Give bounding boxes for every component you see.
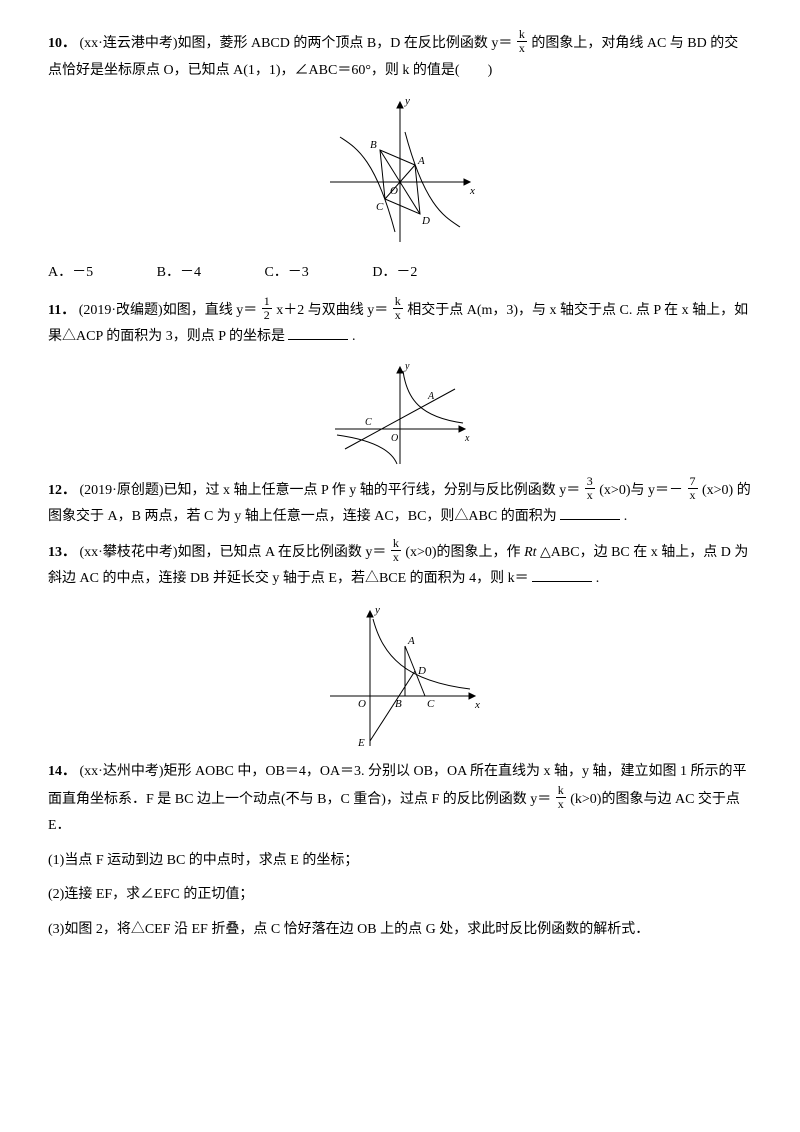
problem-number: 11． xyxy=(48,303,75,318)
figure-p13: y x A B C D E O xyxy=(48,601,752,751)
svg-text:x: x xyxy=(469,185,475,197)
choice-C: C．－3 xyxy=(264,260,308,287)
answer-blank[interactable] xyxy=(560,506,620,520)
p14-sub3: (3)如图 2，将△CEF 沿 EF 折叠，点 C 恰好落在边 OB 上的点 G… xyxy=(48,917,752,944)
problem-number: 14． xyxy=(48,764,76,779)
problem-text-2: (x>0)与 y＝－ xyxy=(599,483,683,498)
diagram-p11: y x A C O xyxy=(325,359,475,469)
sub-question-3: (3)如图 2，将△CEF 沿 EF 折叠，点 C 恰好落在边 OB 上的点 G… xyxy=(48,922,649,937)
choices-p10: A．－5 B．－4 C．－3 D．－2 xyxy=(48,260,752,287)
svg-text:x: x xyxy=(474,699,480,711)
fraction-k-over-x: k x xyxy=(556,784,566,811)
svg-text:C: C xyxy=(376,201,384,213)
p14-sub1: (1)当点 F 运动到边 BC 的中点时，求点 E 的坐标； xyxy=(48,848,752,875)
sub-question-2: (2)连接 EF，求∠EFC 的正切值； xyxy=(48,887,253,902)
svg-text:y: y xyxy=(404,95,410,107)
p14-sub2: (2)连接 EF，求∠EFC 的正切值； xyxy=(48,882,752,909)
svg-text:A: A xyxy=(417,155,425,167)
svg-text:E: E xyxy=(357,737,365,749)
choice-B: B．－4 xyxy=(157,260,201,287)
fraction-7-over-x: 7 x xyxy=(688,475,698,502)
svg-text:D: D xyxy=(417,665,426,677)
diagram-p10: y x A B C D O xyxy=(320,92,480,252)
svg-text:O: O xyxy=(391,433,398,444)
svg-text:C: C xyxy=(365,417,372,428)
period: . xyxy=(596,571,600,586)
answer-blank[interactable] xyxy=(532,568,592,582)
problem-number: 13． xyxy=(48,545,76,560)
svg-text:B: B xyxy=(370,139,377,151)
problem-14: 14． (xx·达州中考)矩形 AOBC 中，OB＝4，OA＝3. 分别以 OB… xyxy=(48,759,752,840)
svg-text:y: y xyxy=(404,361,410,372)
figure-p11: y x A C O xyxy=(48,359,752,469)
svg-text:O: O xyxy=(358,698,366,710)
period: . xyxy=(352,329,356,344)
period: . xyxy=(624,509,628,524)
sub-question-1: (1)当点 F 运动到边 BC 的中点时，求点 E 的坐标； xyxy=(48,853,358,868)
svg-text:y: y xyxy=(374,604,380,616)
svg-text:C: C xyxy=(427,698,435,710)
fraction-1-over-2: 1 2 xyxy=(262,295,272,322)
problem-10: 10． (xx·连云港中考)如图，菱形 ABCD 的两个顶点 B，D 在反比例函… xyxy=(48,30,752,84)
problem-11: 11． (2019·改编题)如图，直线 y＝ 1 2 x＋2 与双曲线 y＝ k… xyxy=(48,297,752,351)
svg-text:A: A xyxy=(407,635,415,647)
problem-text: (xx·连云港中考)如图，菱形 ABCD 的两个顶点 B，D 在反比例函数 y＝ xyxy=(80,36,513,51)
problem-text: (2019·原创题)已知，过 x 轴上任意一点 P 作 y 轴的平行线，分别与反… xyxy=(80,483,581,498)
choice-D: D．－2 xyxy=(372,260,417,287)
answer-blank[interactable] xyxy=(288,326,348,340)
diagram-p13: y x A B C D E O xyxy=(315,601,485,751)
svg-text:D: D xyxy=(421,215,430,227)
svg-text:x: x xyxy=(464,433,470,444)
fraction-k-over-x: k x xyxy=(393,295,403,322)
svg-text:B: B xyxy=(395,698,402,710)
fraction-k-over-x: k x xyxy=(391,537,401,564)
fraction-3-over-x: 3 x xyxy=(585,475,595,502)
problem-number: 12． xyxy=(48,483,76,498)
choice-A: A．－5 xyxy=(48,260,93,287)
problem-13: 13． (xx·攀枝花中考)如图，已知点 A 在反比例函数 y＝ k x (x>… xyxy=(48,539,752,593)
fraction-k-over-x: k x xyxy=(517,28,527,55)
problem-text: (2019·改编题)如图，直线 y＝ xyxy=(79,303,258,318)
figure-p10: y x A B C D O xyxy=(48,92,752,252)
problem-number: 10． xyxy=(48,36,76,51)
problem-text: (xx·攀枝花中考)如图，已知点 A 在反比例函数 y＝ xyxy=(80,545,387,560)
problem-text-2: (x>0)的图象上，作 xyxy=(405,545,524,560)
problem-12: 12． (2019·原创题)已知，过 x 轴上任意一点 P 作 y 轴的平行线，… xyxy=(48,477,752,531)
svg-text:O: O xyxy=(390,185,398,197)
problem-text-2: x＋2 与双曲线 y＝ xyxy=(276,303,388,318)
svg-text:A: A xyxy=(427,391,435,402)
rt-label: Rt xyxy=(524,545,536,560)
